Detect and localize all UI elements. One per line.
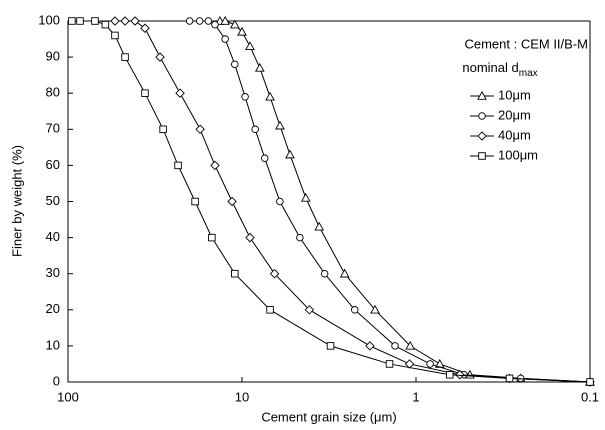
data-point	[265, 91, 275, 101]
data-point	[120, 16, 130, 26]
data-point	[211, 20, 219, 29]
data-point	[231, 269, 239, 278]
y-tick-label: 90	[46, 49, 60, 64]
legend-subtitle: nominal dmax	[462, 60, 537, 78]
data-point	[304, 305, 315, 315]
legend-marker	[477, 90, 487, 100]
data-point	[261, 154, 269, 162]
data-point	[300, 192, 311, 202]
data-point	[285, 149, 295, 159]
x-tick-label: 100	[57, 389, 79, 404]
data-point	[185, 17, 194, 25]
data-point	[155, 52, 165, 62]
legend-marker	[478, 112, 486, 120]
data-point	[254, 62, 265, 72]
data-point	[204, 17, 213, 25]
data-point	[405, 340, 416, 350]
legend-label: 100μm	[498, 147, 538, 162]
data-point	[339, 268, 350, 278]
data-point	[245, 41, 255, 51]
data-point	[195, 124, 205, 135]
data-point	[326, 342, 335, 350]
data-point	[586, 378, 594, 386]
data-point	[269, 268, 280, 279]
data-point	[231, 60, 239, 69]
data-point	[141, 89, 149, 97]
data-point	[130, 16, 140, 26]
x-tick-label: 10	[235, 389, 249, 404]
legend-label: 40μm	[498, 127, 531, 142]
data-point	[210, 160, 220, 171]
data-point	[314, 221, 325, 231]
data-point	[370, 304, 380, 314]
y-tick-label: 0	[53, 373, 60, 388]
legend-marker	[478, 152, 486, 160]
data-point	[140, 23, 150, 33]
x-tick-label: 0.1	[581, 389, 599, 404]
y-tick-label: 10	[46, 337, 60, 352]
x-axis-label: Cement grain size (μm)	[261, 409, 396, 424]
data-point	[445, 371, 454, 379]
data-point	[121, 53, 129, 61]
legend-marker	[477, 131, 487, 141]
data-point	[275, 120, 285, 130]
y-tick-label: 20	[46, 301, 60, 316]
data-point	[350, 306, 359, 314]
data-point	[220, 15, 231, 25]
data-point	[229, 19, 240, 29]
data-point	[237, 26, 247, 36]
data-point	[385, 360, 394, 368]
y-tick-label: 50	[46, 193, 60, 208]
data-point	[159, 125, 167, 134]
y-axis-label: Finer by weight (%)	[9, 145, 24, 257]
y-tick-label: 30	[46, 265, 60, 280]
data-point	[241, 93, 249, 101]
data-point	[101, 20, 110, 29]
data-point	[76, 17, 84, 25]
y-tick-label: 80	[46, 85, 60, 100]
legend-title: Cement : CEM II/B-M	[464, 36, 588, 51]
data-point	[91, 17, 99, 25]
data-point	[195, 17, 204, 25]
data-point	[505, 374, 514, 383]
data-point	[426, 360, 434, 368]
data-point	[251, 125, 259, 134]
data-point	[391, 342, 399, 350]
legend-label: 20μm	[498, 107, 531, 122]
legend-subtitle-text: nominal d	[462, 60, 518, 75]
data-point	[266, 306, 274, 314]
data-point	[227, 196, 237, 207]
data-point	[111, 31, 119, 40]
data-point	[455, 370, 465, 380]
data-point	[365, 341, 375, 351]
data-point	[208, 233, 216, 242]
legend-subtitle-sub: max	[519, 68, 538, 79]
y-tick-label: 100	[38, 12, 60, 27]
legend-label: 10μm	[498, 87, 531, 102]
y-tick-label: 40	[46, 229, 60, 244]
data-point	[110, 16, 120, 26]
x-tick-label: 1	[412, 389, 419, 404]
data-point	[174, 161, 182, 170]
data-point	[276, 197, 284, 206]
data-point	[221, 35, 229, 43]
data-point	[175, 88, 185, 98]
data-point	[320, 269, 329, 278]
y-tick-label: 70	[46, 121, 60, 136]
data-point	[191, 197, 199, 206]
data-point	[68, 17, 76, 25]
data-point	[245, 232, 255, 243]
y-tick-label: 60	[46, 157, 60, 172]
data-point	[296, 233, 304, 242]
